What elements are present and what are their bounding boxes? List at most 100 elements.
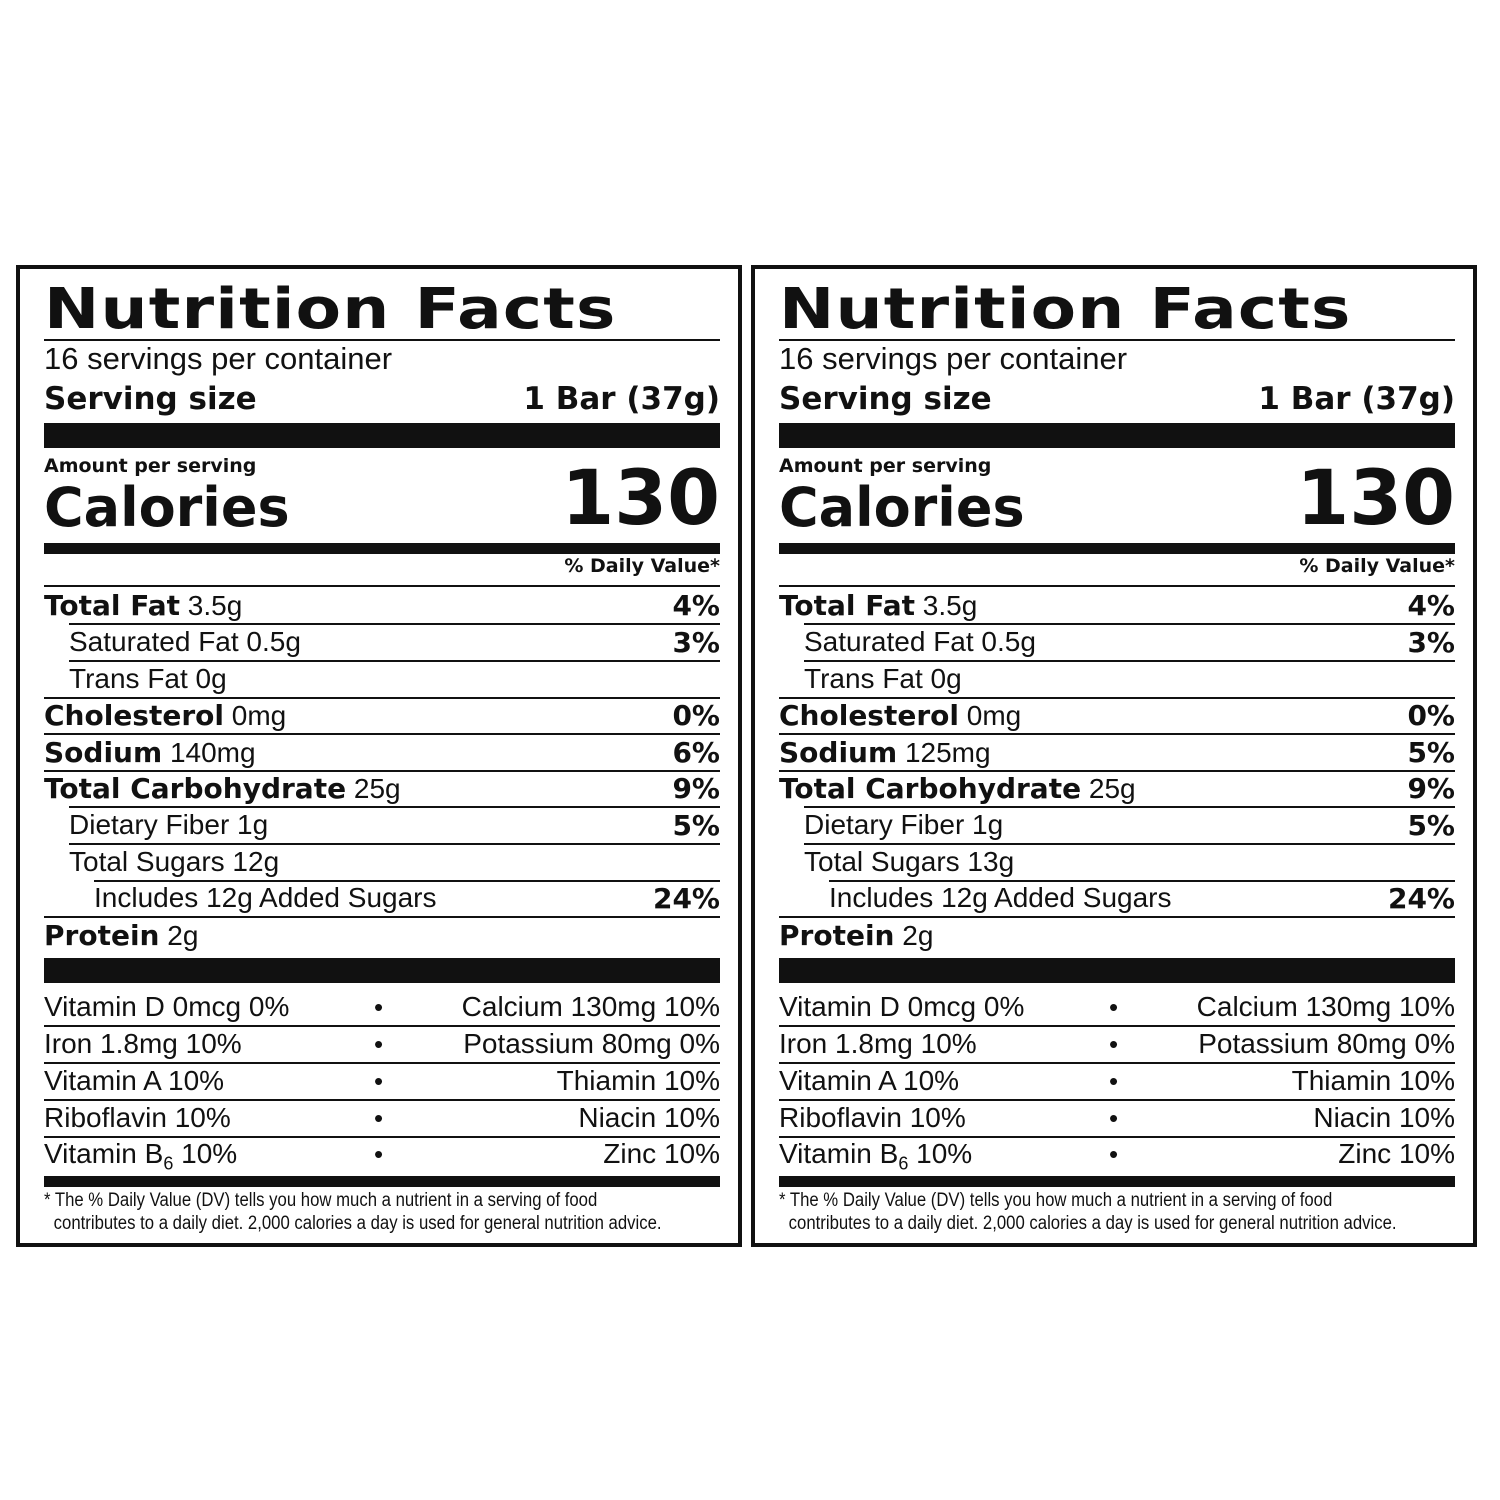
divider	[44, 1099, 720, 1101]
nutrient-row-sodium: Sodium 140mg 6%	[44, 734, 720, 770]
bullet: •	[1109, 1139, 1119, 1169]
servings-per-container: 16 servings per container	[44, 341, 393, 376]
nutrient-dv: 24%	[1387, 881, 1455, 915]
bullet: •	[374, 1029, 384, 1059]
vitamin-right: Niacin 10%	[578, 1102, 720, 1133]
vitamin-right: Zinc 10%	[1338, 1138, 1455, 1169]
subscript-6: 6	[163, 1153, 174, 1174]
nutrient-name: Saturated Fat 0.5g	[804, 626, 1036, 657]
nutrient-amount: 125mg	[904, 736, 991, 768]
bullet: •	[1109, 1103, 1119, 1133]
nutrient-row-trans-fat: Trans Fat 0g	[44, 661, 720, 697]
nutrient-name: Sodium	[779, 735, 898, 769]
serving-size-row: Serving size 1 Bar (37g)	[44, 379, 720, 419]
nutrient-row-cholesterol: Cholesterol 0mg 0%	[779, 697, 1455, 733]
bullet: •	[374, 1103, 384, 1133]
bullet: •	[374, 1066, 384, 1096]
nutrient-row-total-sugars: Total Sugars 12g	[44, 844, 720, 880]
divider	[69, 623, 720, 625]
divider	[44, 1136, 720, 1138]
calories-value: 130	[561, 453, 720, 542]
divider	[94, 880, 720, 882]
nutrient-name: Dietary Fiber 1g	[804, 809, 1004, 840]
vitamin-row: Vitamin B6 10% • Zinc 10%	[779, 1136, 1455, 1174]
nutrient-dv: 0%	[672, 698, 720, 732]
medium-divider	[44, 1176, 720, 1187]
footnote-line2: contributes to a daily diet. 2,000 calor…	[53, 1213, 662, 1234]
thick-divider	[779, 958, 1455, 983]
nutrient-row-total-carbohydrate: Total Carbohydrate 25g 9%	[779, 770, 1455, 806]
divider	[804, 623, 1455, 625]
nutrient-amount: 3.5g	[187, 589, 243, 621]
medium-divider	[779, 543, 1455, 554]
vitamin-row: Riboflavin 10% • Niacin 10%	[44, 1100, 720, 1136]
nutrient-name: Cholesterol	[44, 698, 224, 732]
nutrient-row-saturated-fat: Saturated Fat 0.5g 3%	[779, 624, 1455, 660]
vitamin-row: Vitamin A 10% • Thiamin 10%	[779, 1063, 1455, 1099]
nutrient-name: Saturated Fat 0.5g	[69, 626, 301, 657]
serving-size-label: Serving size	[779, 381, 992, 417]
vitamin-b-value: 10%	[173, 1138, 238, 1169]
nutrient-dv: 3%	[1407, 625, 1455, 659]
vitamin-left: Riboflavin 10%	[779, 1102, 966, 1133]
nutrient-amount: 0mg	[231, 699, 287, 731]
bullet: •	[374, 992, 384, 1022]
vitamin-left: Vitamin B6 10%	[779, 1136, 972, 1182]
vitamin-left: Vitamin D 0mcg 0%	[44, 991, 290, 1022]
nutrient-row-protein: Protein 2g	[779, 917, 1455, 953]
divider	[779, 1099, 1455, 1101]
nutrient-dv: 5%	[1407, 735, 1455, 769]
vitamin-right: Thiamin 10%	[1291, 1065, 1455, 1096]
divider	[44, 916, 720, 918]
vitamin-right: Calcium 130mg 10%	[1196, 991, 1455, 1022]
serving-size-value: 1 Bar (37g)	[1258, 381, 1455, 417]
divider	[69, 806, 720, 808]
divider	[779, 697, 1455, 699]
nutrient-name: Cholesterol	[779, 698, 959, 732]
vitamin-left: Vitamin D 0mcg 0%	[779, 991, 1025, 1022]
serving-size-row: Serving size 1 Bar (37g)	[779, 379, 1455, 419]
medium-divider	[779, 1176, 1455, 1187]
footnote-line1: * The % Daily Value (DV) tells you how m…	[44, 1190, 598, 1211]
label-title: Nutrition Facts	[779, 277, 1352, 342]
divider	[44, 585, 720, 587]
divider	[44, 339, 720, 341]
amount-per-serving: Amount per serving	[44, 455, 257, 477]
divider	[779, 770, 1455, 772]
nutrient-dv: 5%	[672, 808, 720, 842]
vitamin-left: Vitamin B6 10%	[44, 1136, 237, 1182]
nutrient-name: Dietary Fiber 1g	[69, 809, 269, 840]
nutrient-name: Total Sugars 13g	[804, 846, 1015, 877]
nutrient-row-sodium: Sodium 125mg 5%	[779, 734, 1455, 770]
vitamin-row: Iron 1.8mg 10% • Potassium 80mg 0%	[779, 1026, 1455, 1062]
vitamin-left: Vitamin A 10%	[44, 1065, 225, 1096]
nutrient-dv: 24%	[652, 881, 720, 915]
footnote-line1: * The % Daily Value (DV) tells you how m…	[779, 1190, 1333, 1211]
vitamin-right: Potassium 80mg 0%	[463, 1028, 720, 1059]
nutrient-name: Protein	[779, 918, 895, 952]
daily-value-header: % Daily Value*	[1299, 555, 1455, 577]
vitamin-right: Zinc 10%	[603, 1138, 720, 1169]
vitamin-b-label: Vitamin B	[44, 1138, 164, 1169]
nutrient-row-protein: Protein 2g	[44, 917, 720, 953]
divider	[69, 843, 720, 845]
vitamin-left: Iron 1.8mg 10%	[779, 1028, 977, 1059]
divider	[829, 880, 1455, 882]
nutrition-label-right: Nutrition Facts 16 servings per containe…	[751, 265, 1477, 1247]
vitamin-left: Vitamin A 10%	[779, 1065, 960, 1096]
nutrient-row-added-sugars: Includes 12g Added Sugars 24%	[779, 880, 1455, 916]
divider	[44, 697, 720, 699]
vitamin-row: Vitamin B6 10% • Zinc 10%	[44, 1136, 720, 1174]
nutrient-dv: 9%	[1407, 771, 1455, 805]
thick-divider	[44, 423, 720, 448]
nutrient-name: Includes 12g Added Sugars	[829, 882, 1172, 913]
footnote: * The % Daily Value (DV) tells you how m…	[44, 1189, 662, 1235]
nutrient-amount: 25g	[353, 772, 401, 804]
nutrient-row-saturated-fat: Saturated Fat 0.5g 3%	[44, 624, 720, 660]
serving-size-value: 1 Bar (37g)	[523, 381, 720, 417]
serving-size-label: Serving size	[44, 381, 257, 417]
amount-per-serving: Amount per serving	[779, 455, 992, 477]
vitamin-row: Vitamin A 10% • Thiamin 10%	[44, 1063, 720, 1099]
nutrient-row-total-fat: Total Fat 3.5g 4%	[44, 587, 720, 623]
thick-divider	[779, 423, 1455, 448]
